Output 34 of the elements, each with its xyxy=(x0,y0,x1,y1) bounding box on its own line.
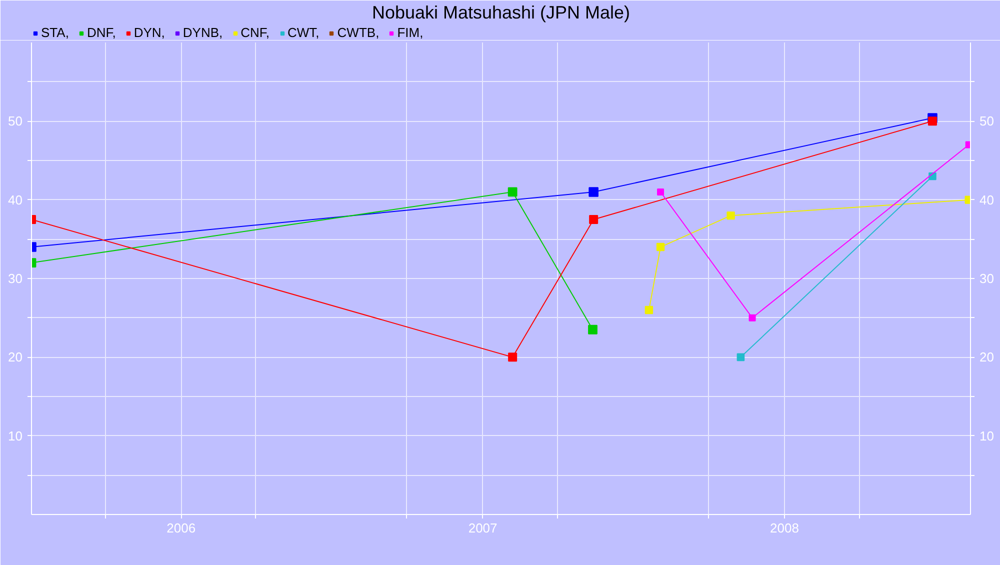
legend-label: DYN, xyxy=(134,25,165,40)
y2-tick-label: 30 xyxy=(980,271,994,286)
x-tick-label: 2006 xyxy=(166,520,196,536)
x-tick-label: 2007 xyxy=(468,520,498,536)
legend-label: CWTB, xyxy=(337,25,380,40)
y-tick-label: 10 xyxy=(8,428,23,444)
x-tick-label: 2008 xyxy=(770,520,799,536)
point xyxy=(656,242,665,252)
legend-label: STA, xyxy=(41,25,69,40)
chart-title: Nobuaki Matsuhashi (JPN Male) xyxy=(372,2,630,22)
y2-tick-label: 10 xyxy=(980,428,994,444)
y-tick-label: 40 xyxy=(8,192,23,208)
y-tick-label: 50 xyxy=(8,114,23,129)
point xyxy=(508,187,518,197)
y-tick-label: 30 xyxy=(8,271,23,286)
point xyxy=(644,306,654,314)
legend-label: FIM, xyxy=(397,25,424,40)
y2-tick-label: 20 xyxy=(980,350,994,365)
legend-label: DYNB, xyxy=(182,25,223,40)
legend-label: DNF, xyxy=(86,25,116,40)
point xyxy=(588,324,598,334)
legend-label: CNF, xyxy=(240,25,270,40)
point xyxy=(589,215,598,224)
point xyxy=(508,352,518,362)
point xyxy=(657,188,664,196)
point xyxy=(748,314,756,322)
y2-tick-label: 50 xyxy=(980,114,994,129)
y2-tick-label: 40 xyxy=(980,192,994,208)
point xyxy=(726,211,735,220)
point xyxy=(928,116,937,126)
y-tick-label: 20 xyxy=(8,350,23,365)
point xyxy=(736,353,745,362)
point xyxy=(588,187,598,197)
legend-label: CWT, xyxy=(288,25,320,40)
